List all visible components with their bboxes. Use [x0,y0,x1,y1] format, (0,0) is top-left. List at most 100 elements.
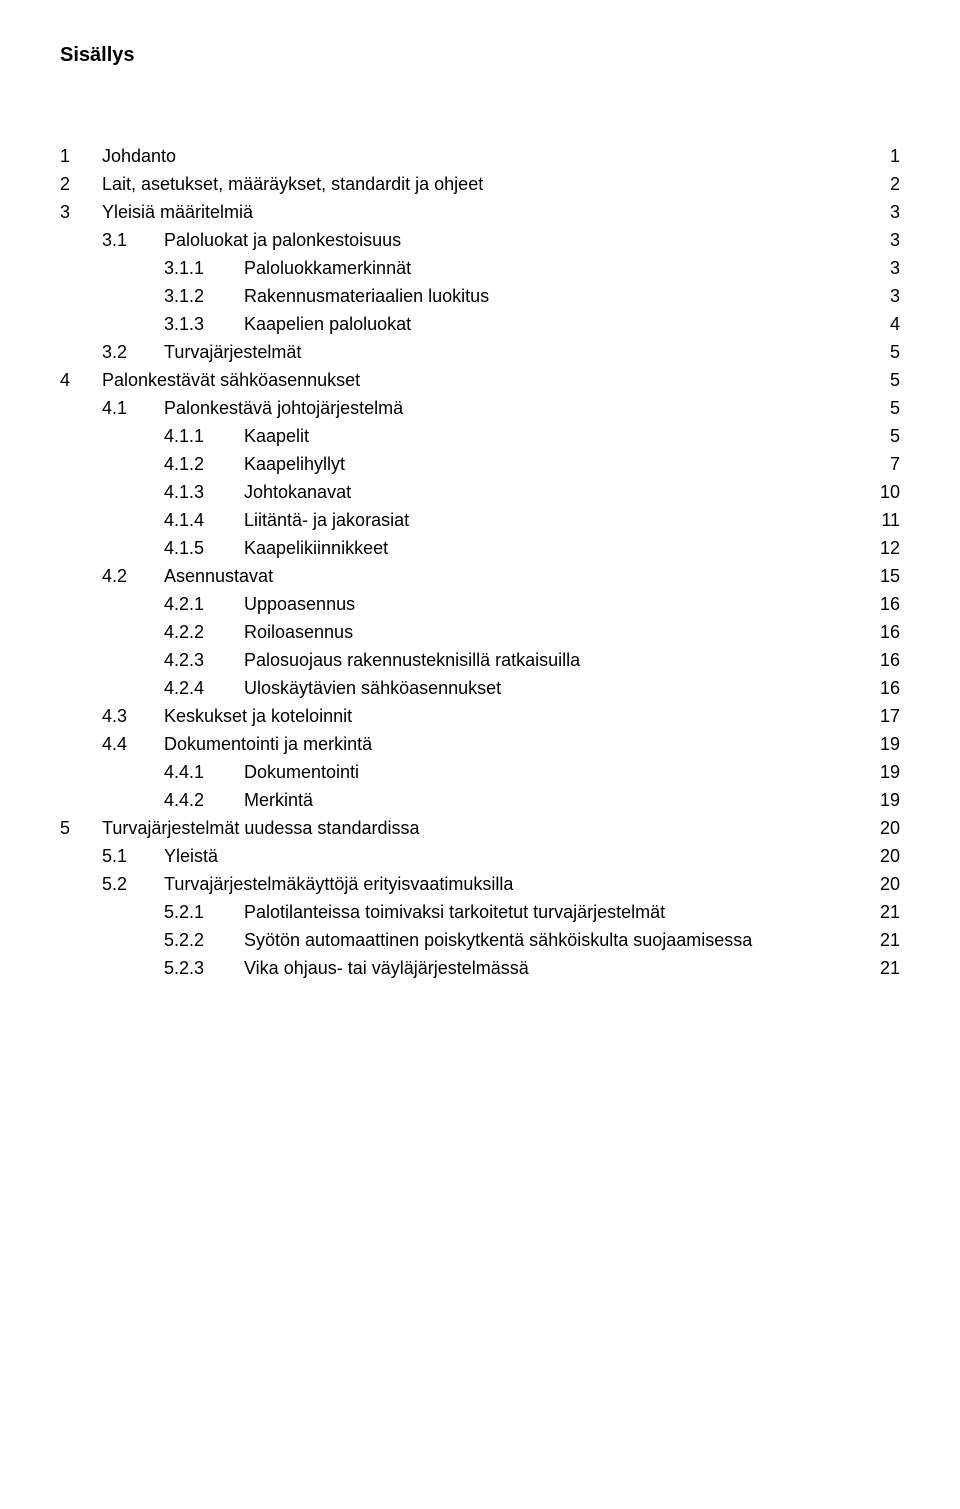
toc-entry-page: 7 [860,455,900,473]
toc-entry: 4.2.2Roiloasennus16 [60,623,900,641]
toc-entry-page: 5 [860,399,900,417]
toc-entry-page: 5 [860,371,900,389]
toc-entry: 5.1Yleistä20 [60,847,900,865]
toc-entry-number: 5.1 [102,847,164,865]
toc-entry: 4.1Palonkestävä johtojärjestelmä5 [60,399,900,417]
toc-entry-label: Vika ohjaus- tai väyläjärjestelmässä [244,959,860,977]
toc-entry: 2Lait, asetukset, määräykset, standardit… [60,175,900,193]
toc-entry-page: 15 [860,567,900,585]
toc-entry-label: Uloskäytävien sähköasennukset [244,679,860,697]
toc-entry-page: 19 [860,763,900,781]
toc-entry-label: Dokumentointi [244,763,860,781]
toc-entry-number: 1 [60,147,102,165]
toc-entry-number: 4.2.3 [164,651,244,669]
toc-entry-number: 4.1.3 [164,483,244,501]
toc-entry-number: 3.1 [102,231,164,249]
toc-entry-page: 20 [860,847,900,865]
toc-entry-label: Turvajärjestelmät [164,343,860,361]
toc-entry-label: Palonkestävät sähköasennukset [102,371,860,389]
toc-entry-label: Kaapelihyllyt [244,455,860,473]
toc-entry: 4.2Asennustavat15 [60,567,900,585]
toc-entry-page: 3 [860,231,900,249]
toc-entry-label: Kaapelikiinnikkeet [244,539,860,557]
toc-entry-page: 20 [860,875,900,893]
toc-entry: 3.1.2Rakennusmateriaalien luokitus3 [60,287,900,305]
toc-entry: 5.2.3Vika ohjaus- tai väyläjärjestelmäss… [60,959,900,977]
toc-entry-label: Yleisiä määritelmiä [102,203,860,221]
toc-entry-page: 3 [860,259,900,277]
toc-entry: 3.1Paloluokat ja palonkestoisuus3 [60,231,900,249]
toc-entry-number: 4.2.1 [164,595,244,613]
toc-entry: 4.1.5Kaapelikiinnikkeet12 [60,539,900,557]
toc-entry-number: 5.2 [102,875,164,893]
toc-entry: 1Johdanto1 [60,147,900,165]
toc-entry-label: Syötön automaattinen poiskytkentä sähköi… [244,931,860,949]
toc-entry-number: 5.2.1 [164,903,244,921]
toc-entry-page: 21 [860,931,900,949]
toc-entry-page: 3 [860,203,900,221]
toc-entry-label: Palonkestävä johtojärjestelmä [164,399,860,417]
toc-entry-page: 16 [860,651,900,669]
toc-entry-page: 1 [860,147,900,165]
toc-entry: 4.3Keskukset ja koteloinnit17 [60,707,900,725]
toc-entry: 5.2.2Syötön automaattinen poiskytkentä s… [60,931,900,949]
toc-entry: 5.2Turvajärjestelmäkäyttöjä erityisvaati… [60,875,900,893]
toc-entry-number: 2 [60,175,102,193]
toc-entry-number: 5 [60,819,102,837]
toc-entry-label: Johdanto [102,147,860,165]
toc-entry-number: 4.4 [102,735,164,753]
toc-entry-label: Rakennusmateriaalien luokitus [244,287,860,305]
toc-entry-number: 4.2.4 [164,679,244,697]
toc-entry-page: 16 [860,595,900,613]
toc-entry-page: 16 [860,679,900,697]
toc-entry: 4.2.1Uppoasennus16 [60,595,900,613]
toc-entry-label: Roiloasennus [244,623,860,641]
toc-entry-label: Liitäntä- ja jakorasiat [244,511,860,529]
toc-entry-label: Paloluokkamerkinnät [244,259,860,277]
toc-entry-page: 5 [860,343,900,361]
toc-entry-number: 3.1.2 [164,287,244,305]
toc-entry-label: Paloluokat ja palonkestoisuus [164,231,860,249]
toc-entry-number: 3 [60,203,102,221]
toc-entry-label: Dokumentointi ja merkintä [164,735,860,753]
table-of-contents: 1Johdanto12Lait, asetukset, määräykset, … [60,147,900,977]
toc-entry-number: 3.1.3 [164,315,244,333]
toc-entry: 4.4.2Merkintä19 [60,791,900,809]
toc-entry-page: 2 [860,175,900,193]
toc-entry-page: 19 [860,735,900,753]
toc-entry-page: 16 [860,623,900,641]
toc-entry-label: Yleistä [164,847,860,865]
toc-entry: 4.1.4Liitäntä- ja jakorasiat11 [60,511,900,529]
toc-entry: 4.2.4Uloskäytävien sähköasennukset16 [60,679,900,697]
toc-entry: 4.1.2Kaapelihyllyt7 [60,455,900,473]
toc-entry: 4.4.1Dokumentointi19 [60,763,900,781]
toc-entry-number: 4.1.2 [164,455,244,473]
toc-entry: 3.1.3Kaapelien paloluokat4 [60,315,900,333]
toc-entry-label: Turvajärjestelmät uudessa standardissa [102,819,860,837]
toc-entry-number: 4.1 [102,399,164,417]
toc-entry-number: 4.1.4 [164,511,244,529]
toc-entry-number: 4.4.1 [164,763,244,781]
toc-entry-page: 19 [860,791,900,809]
toc-entry-number: 4 [60,371,102,389]
toc-entry-number: 5.2.2 [164,931,244,949]
toc-entry-page: 21 [860,959,900,977]
toc-entry: 5.2.1Palotilanteissa toimivaksi tarkoite… [60,903,900,921]
toc-entry: 3.2Turvajärjestelmät5 [60,343,900,361]
toc-entry-label: Kaapelit [244,427,860,445]
toc-entry: 3Yleisiä määritelmiä3 [60,203,900,221]
toc-entry-label: Merkintä [244,791,860,809]
toc-entry-page: 5 [860,427,900,445]
toc-entry-number: 4.2 [102,567,164,585]
toc-entry-label: Lait, asetukset, määräykset, standardit … [102,175,860,193]
toc-entry-label: Palosuojaus rakennusteknisillä ratkaisui… [244,651,860,669]
toc-entry-label: Keskukset ja koteloinnit [164,707,860,725]
toc-entry: 4.1.3Johtokanavat10 [60,483,900,501]
toc-entry-number: 3.2 [102,343,164,361]
toc-entry-label: Uppoasennus [244,595,860,613]
toc-entry-number: 4.4.2 [164,791,244,809]
page-title: Sisällys [60,44,900,67]
toc-entry-page: 12 [860,539,900,557]
toc-entry-page: 11 [860,511,900,529]
toc-entry-page: 3 [860,287,900,305]
